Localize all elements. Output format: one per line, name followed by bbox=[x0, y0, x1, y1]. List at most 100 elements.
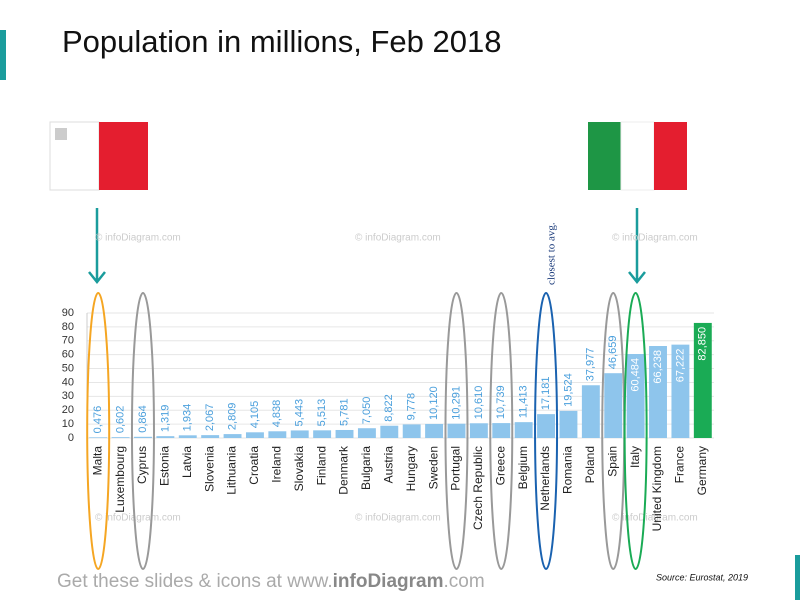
bar bbox=[223, 434, 242, 438]
x-tick-label: Spain bbox=[605, 446, 619, 477]
x-tick-label: Netherlands bbox=[538, 446, 552, 511]
value-label: 11,413 bbox=[518, 385, 530, 418]
watermark: © infoDiagram.com bbox=[95, 513, 181, 524]
bar bbox=[380, 425, 399, 438]
source: Source: Eurostat, 2019 bbox=[656, 572, 748, 582]
value-label: 19,524 bbox=[562, 373, 574, 407]
accent bbox=[795, 555, 800, 600]
highlight-ring bbox=[534, 292, 559, 570]
value-label: 2,809 bbox=[226, 403, 238, 431]
bar bbox=[402, 424, 421, 438]
bar bbox=[514, 422, 533, 438]
annotation: closest to avg. bbox=[546, 222, 558, 285]
bar bbox=[313, 430, 332, 438]
bar bbox=[671, 344, 690, 438]
flag-malta bbox=[49, 121, 148, 191]
highlight-ring bbox=[489, 292, 514, 570]
bar bbox=[268, 431, 287, 438]
value-label: 10,739 bbox=[495, 385, 507, 419]
y-tick-label: 50 bbox=[62, 362, 74, 374]
bar bbox=[626, 353, 645, 438]
bar bbox=[469, 423, 488, 438]
watermarks: © infoDiagram.com © infoDiagram.com © in… bbox=[95, 233, 698, 524]
x-tick-label: Latvia bbox=[180, 446, 194, 478]
title: Population in millions, Feb 2018 bbox=[62, 24, 501, 59]
x-tick-label: Greece bbox=[493, 446, 507, 486]
value-label: 10,610 bbox=[473, 386, 485, 420]
highlight-ring bbox=[444, 292, 469, 570]
bar bbox=[290, 430, 309, 438]
y-tick-label: 70 bbox=[62, 335, 74, 347]
bar bbox=[604, 373, 623, 438]
x-tick-label: Czech Republic bbox=[471, 446, 485, 530]
value-label: 5,513 bbox=[316, 399, 328, 427]
value-label: 0,476 bbox=[92, 406, 104, 434]
x-tick-label: Belgium bbox=[516, 446, 530, 489]
bar bbox=[357, 428, 376, 438]
y-tick-label: 20 bbox=[62, 404, 74, 416]
x-tick-label: Lithuania bbox=[225, 446, 239, 495]
y-tick-label: 40 bbox=[62, 376, 74, 388]
x-tick-label: Ireland bbox=[270, 446, 284, 483]
bar bbox=[335, 429, 354, 438]
x-tick-label: Italy bbox=[628, 446, 642, 468]
value-label: 7,050 bbox=[361, 397, 373, 425]
bar bbox=[559, 410, 578, 438]
watermark: © infoDiagram.com bbox=[95, 233, 181, 244]
bar bbox=[111, 437, 130, 438]
value-label: 67,222 bbox=[674, 349, 686, 383]
bar bbox=[201, 435, 220, 438]
bar bbox=[134, 436, 152, 438]
highlight-ring bbox=[130, 292, 155, 570]
watermark: © infoDiagram.com bbox=[355, 233, 441, 244]
highlight-ring bbox=[623, 292, 648, 570]
x-tick-label: Finland bbox=[314, 446, 328, 485]
value-label: 82,850 bbox=[697, 327, 709, 361]
arrow bbox=[88, 208, 646, 285]
value-label: 10,291 bbox=[450, 386, 462, 420]
footer-text: .com bbox=[443, 571, 484, 592]
x-tick-label: Cyprus bbox=[135, 446, 149, 484]
x-tick-label: Slovakia bbox=[292, 446, 306, 492]
value-label: 4,105 bbox=[249, 401, 261, 429]
footer: Get these slides & icons at www.infoDiag… bbox=[57, 571, 485, 592]
value-label: 0,864 bbox=[137, 405, 149, 433]
bar bbox=[581, 385, 600, 438]
value-label: 1,934 bbox=[182, 404, 194, 432]
value-label: 10,120 bbox=[428, 386, 440, 420]
bar bbox=[537, 414, 556, 438]
bar bbox=[156, 436, 175, 438]
x-tick-label: Portugal bbox=[449, 446, 463, 491]
watermark: © infoDiagram.com bbox=[612, 233, 698, 244]
value-label: 0,602 bbox=[114, 406, 126, 434]
value-label: 37,977 bbox=[585, 348, 597, 382]
x-tick-label: Hungary bbox=[404, 446, 418, 491]
y-tick-label: 60 bbox=[62, 349, 74, 361]
watermark: © infoDiagram.com bbox=[612, 513, 698, 524]
highlight-ring bbox=[86, 292, 111, 570]
bar bbox=[693, 322, 712, 438]
value-label: 1,319 bbox=[159, 405, 171, 433]
y-tick-label: 0 bbox=[68, 432, 74, 444]
value-label: 60,484 bbox=[630, 358, 642, 392]
value-label: 8,822 bbox=[383, 394, 395, 422]
bar bbox=[178, 435, 197, 438]
x-tick-label: Luxembourg bbox=[113, 446, 127, 513]
footer-text: infoDiagram bbox=[333, 571, 444, 592]
y-tick-label: 10 bbox=[62, 418, 74, 430]
x-tick-label: Poland bbox=[583, 446, 597, 483]
flag-italy bbox=[588, 121, 687, 191]
x-tick-label: Bulgaria bbox=[359, 446, 373, 490]
bar bbox=[447, 423, 466, 438]
bar bbox=[649, 346, 667, 438]
bar bbox=[425, 423, 444, 438]
x-tick-label: Romania bbox=[561, 446, 575, 494]
x-tick-label: Slovenia bbox=[202, 446, 216, 492]
bar bbox=[245, 432, 264, 438]
value-label: 5,443 bbox=[294, 399, 306, 427]
value-label: 4,838 bbox=[271, 400, 283, 428]
y-tick-label: 80 bbox=[62, 321, 74, 333]
value-label: 66,238 bbox=[652, 350, 664, 384]
